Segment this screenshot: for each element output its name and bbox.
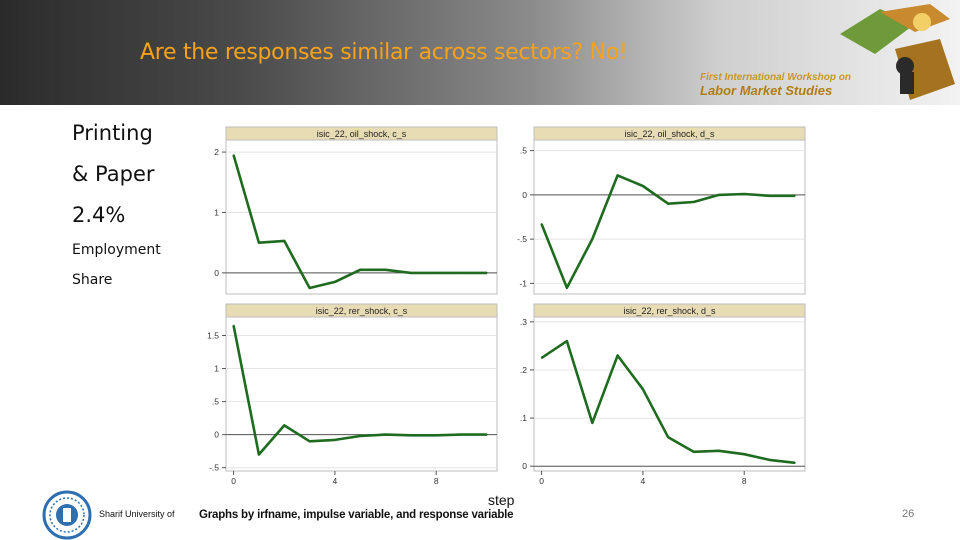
workshop-line-2: Labor Market Studies: [700, 83, 833, 98]
university-seal-logo: [42, 490, 92, 540]
data-point-3-9: [768, 459, 771, 461]
data-point-0-10: [485, 271, 488, 274]
y-tick-label-2-2: .5: [212, 397, 219, 407]
panel-header-0: [225, 126, 498, 141]
data-point-3-5: [667, 436, 670, 439]
data-point-3-3: [616, 354, 619, 357]
data-point-1-1: [566, 286, 568, 289]
y-tick-label-3-2: .2: [520, 365, 527, 375]
data-point-1-3: [616, 174, 619, 177]
data-point-2-6: [384, 433, 387, 436]
slide-title: Are the responses similar across sectors…: [140, 40, 628, 65]
data-point-0-4: [334, 281, 336, 283]
workshop-logo-image: [840, 4, 955, 100]
panel-title-2: isic_22, rer_shock, c_s: [316, 306, 408, 316]
workshop-line-1: First International Workshop on: [700, 72, 851, 83]
data-point-2-5: [359, 435, 362, 437]
header-banner: [0, 0, 960, 105]
data-point-1-4: [642, 185, 644, 187]
side-label-paper: & Paper: [72, 162, 155, 186]
side-label-printing: Printing: [72, 121, 153, 145]
panel-header-2: [225, 303, 498, 318]
side-label-share-value: 2.4%: [72, 203, 126, 227]
y-tick-label-2-3: 1: [214, 364, 219, 374]
data-point-3-2: [591, 421, 594, 424]
data-point-0-7: [409, 271, 412, 274]
y-tick-label-2-0: -.5: [209, 463, 219, 473]
data-point-1-6: [692, 201, 695, 203]
data-point-3-7: [717, 449, 720, 452]
data-point-2-4: [334, 439, 336, 441]
x-tick-label-3-0: 0: [539, 476, 544, 486]
graph-note: Graphs by irfname, impulse variable, and…: [199, 509, 514, 521]
university-name: Sharif University of: [99, 509, 175, 519]
panel-title-0: isic_22, oil_shock, c_s: [317, 129, 407, 139]
y-tick-label-3-0: 0: [522, 461, 527, 471]
workshop-name: First International Workshop on Labor Ma…: [700, 72, 890, 98]
data-point-2-0: [232, 324, 235, 327]
data-point-2-10: [485, 433, 488, 436]
y-tick-label-1-0: -1: [519, 278, 527, 288]
data-point-1-9: [768, 194, 771, 197]
y-tick-label-0-0: 0: [214, 268, 219, 278]
data-point-0-5: [359, 268, 362, 271]
y-tick-label-0-1: 1: [214, 207, 219, 217]
data-point-3-6: [692, 450, 695, 453]
y-tick-label-1-2: 0: [522, 190, 527, 200]
y-tick-label-3-1: .1: [520, 413, 527, 423]
data-point-3-10: [793, 461, 796, 464]
data-point-1-0: [540, 223, 543, 225]
data-point-2-1: [258, 453, 260, 456]
data-point-0-1: [258, 241, 260, 244]
plot-panel-1: [533, 126, 806, 295]
data-point-0-9: [460, 271, 463, 274]
data-point-2-9: [460, 433, 463, 436]
data-point-0-8: [435, 271, 438, 274]
data-point-1-10: [793, 194, 796, 197]
y-tick-label-2-4: 1.5: [207, 331, 219, 341]
data-point-2-2: [283, 424, 286, 427]
x-tick-label-2-2: 8: [434, 476, 439, 486]
data-point-1-5: [667, 202, 670, 205]
panel-header-3: [533, 303, 806, 318]
panel-title-3: isic_22, rer_shock, d_s: [623, 306, 716, 316]
y-tick-label-1-1: -.5: [517, 234, 527, 244]
y-tick-label-1-3: .5: [520, 146, 527, 156]
data-point-3-8: [743, 453, 746, 456]
data-point-3-0: [540, 357, 543, 359]
plot-panel-2: [225, 303, 498, 472]
data-point-1-8: [743, 193, 746, 195]
panel-header-1: [533, 126, 806, 141]
side-label-share: Share: [72, 272, 113, 288]
y-tick-label-3-3: .3: [520, 317, 527, 327]
data-point-0-2: [283, 239, 286, 242]
data-point-0-3: [308, 287, 311, 289]
y-tick-label-0-2: 2: [214, 147, 219, 157]
x-tick-label-3-1: 4: [641, 476, 646, 486]
data-point-3-1: [566, 340, 568, 342]
x-tick-label-3-2: 8: [742, 476, 747, 486]
data-point-2-8: [435, 434, 438, 437]
data-point-0-6: [384, 268, 387, 271]
x-tick-label-2-1: 4: [333, 476, 338, 486]
data-point-1-7: [717, 193, 720, 196]
side-label-employment: Employment: [72, 242, 161, 258]
x-tick-label-2-0: 0: [231, 476, 236, 486]
x-axis-label: step: [488, 492, 515, 508]
y-tick-label-2-1: 0: [214, 430, 219, 440]
plot-panel-0: [225, 126, 498, 295]
data-point-2-3: [308, 440, 311, 443]
plot-panel-3: [533, 303, 806, 472]
page-number: 26: [902, 508, 915, 520]
data-point-1-2: [591, 238, 594, 241]
data-point-0-0: [232, 154, 235, 156]
data-point-3-4: [642, 388, 644, 391]
panel-title-1: isic_22, oil_shock, d_s: [624, 129, 715, 139]
data-point-2-7: [409, 434, 412, 437]
